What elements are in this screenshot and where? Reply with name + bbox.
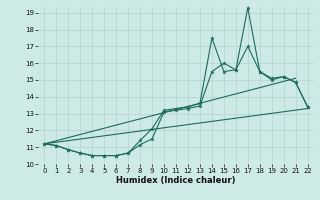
X-axis label: Humidex (Indice chaleur): Humidex (Indice chaleur) [116, 176, 236, 185]
